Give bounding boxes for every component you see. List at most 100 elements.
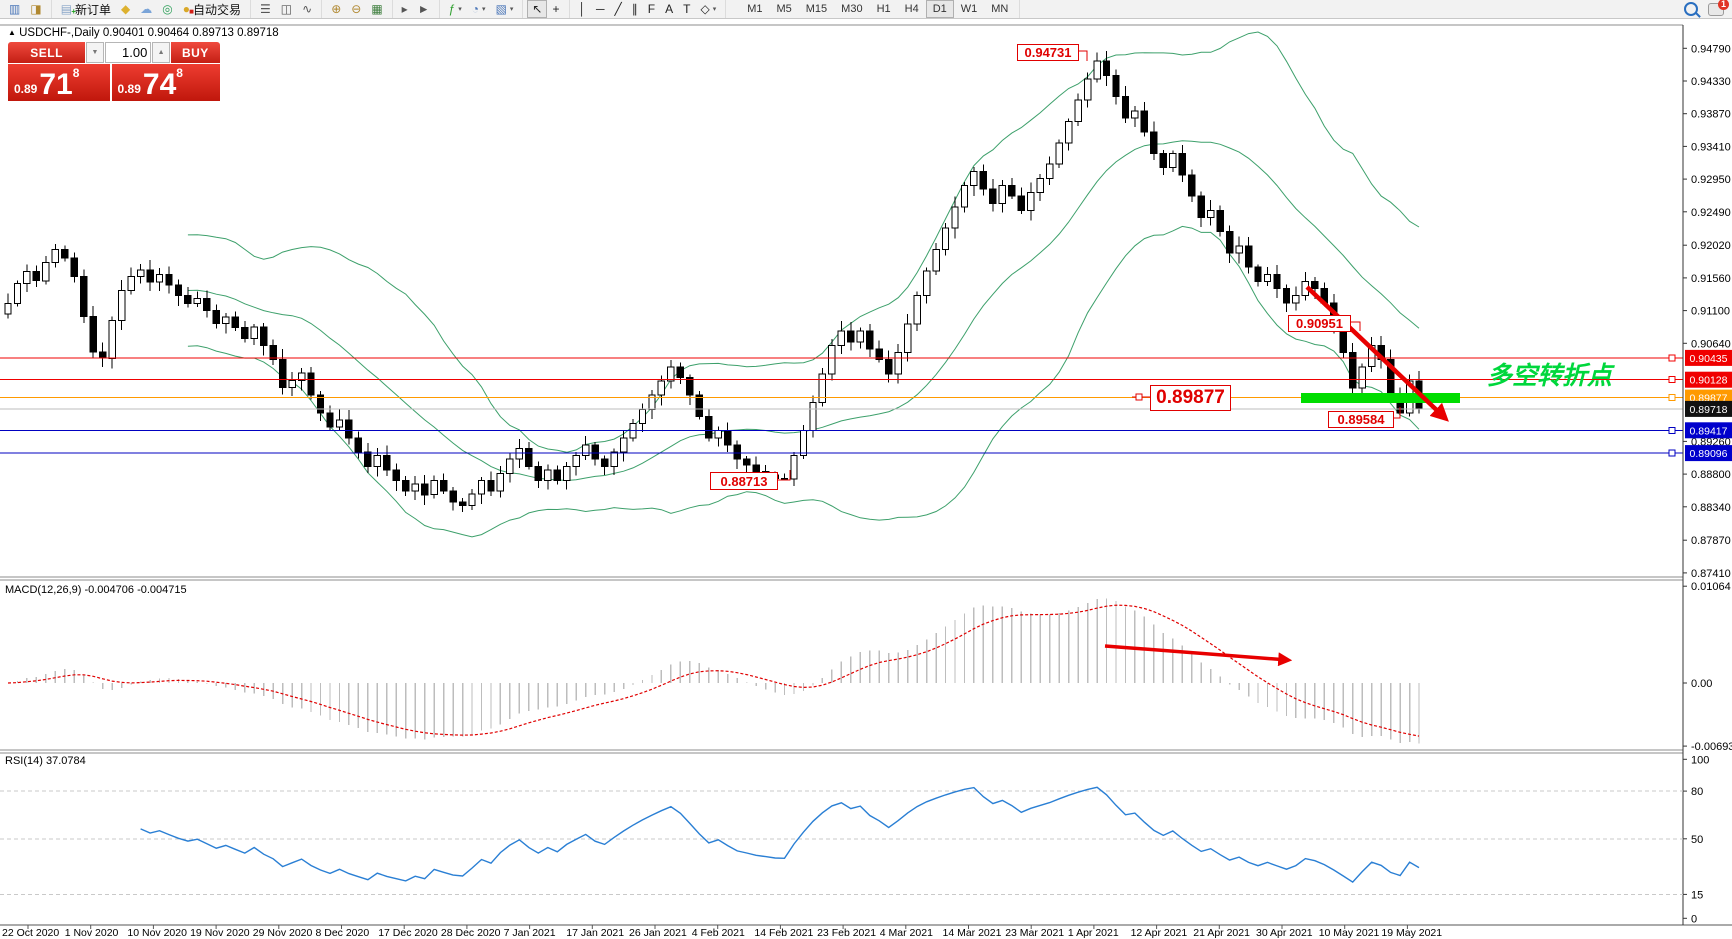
timeframe-m15[interactable]: M15 (805, 3, 828, 15)
auto-scroll-icon[interactable]: ► (417, 2, 430, 16)
svg-text:1 Nov 2020: 1 Nov 2020 (65, 927, 119, 939)
svg-text:15: 15 (1691, 889, 1703, 901)
timeframe-mn[interactable]: MN (991, 3, 1009, 15)
axis-badge-0.90435 (1685, 349, 1732, 366)
svg-text:0.92020: 0.92020 (1691, 240, 1731, 252)
zoom-out-icon[interactable]: ⊖ (351, 2, 362, 16)
volume-increase-button[interactable]: ▲ (152, 42, 170, 63)
trend-arrow-1[interactable] (1305, 285, 1449, 422)
svg-text:10 May 2021: 10 May 2021 (1319, 927, 1380, 939)
macd-indicator-label: MACD(12,26,9) -0.004706 -0.004715 (5, 584, 187, 596)
svg-text:0.87870: 0.87870 (1691, 535, 1731, 547)
chart-preview-icon[interactable]: ◨ (30, 2, 42, 16)
svg-text:28 Dec 2020: 28 Dec 2020 (441, 927, 501, 939)
svg-text:0.88340: 0.88340 (1691, 502, 1731, 514)
sell-price-button[interactable]: 0.89 71 8 (8, 64, 110, 101)
charts-grid-icon[interactable]: ▥ (9, 2, 21, 16)
svg-text:14 Feb 2021: 14 Feb 2021 (754, 927, 813, 939)
price-label-0.88713[interactable]: 0.88713 (710, 472, 778, 490)
add-indicator-icon[interactable]: ƒ ▾ (448, 2, 462, 16)
rsi-line (140, 786, 1420, 884)
timeframe-w1[interactable]: W1 (960, 3, 978, 15)
svg-text:26 Jan 2021: 26 Jan 2021 (629, 927, 687, 939)
svg-text:0.94790: 0.94790 (1691, 43, 1731, 55)
trendline-icon[interactable]: ╱ (614, 2, 622, 16)
svg-text:0.88800: 0.88800 (1691, 469, 1731, 481)
cloud-icon[interactable]: ☁ (140, 2, 153, 16)
svg-text:29 Nov 2020: 29 Nov 2020 (253, 927, 313, 939)
price-label-0.94731[interactable]: 0.94731 (1017, 44, 1079, 61)
autotrading-button[interactable]: ● ■ 自动交易 (182, 2, 242, 17)
timeframe-m30[interactable]: M30 (841, 3, 863, 15)
notification-badge: 1 (1718, 0, 1729, 10)
price-tag-icon[interactable]: ◆ (121, 2, 131, 16)
svg-text:0.91560: 0.91560 (1691, 273, 1731, 285)
vertical-line-icon[interactable]: │ (578, 2, 587, 16)
buy-price-big: 74 (142, 68, 177, 101)
svg-text:19 Nov 2020: 19 Nov 2020 (190, 927, 250, 939)
svg-text:17 Dec 2020: 17 Dec 2020 (378, 927, 438, 939)
text-icon[interactable]: A (665, 2, 674, 16)
line-chart-type-icon[interactable]: ∿ (302, 2, 313, 16)
chart-shift-icon[interactable]: ▸ (401, 2, 408, 16)
rsi-indicator-label: RSI(14) 37.0784 (5, 755, 86, 767)
svg-text:0.89096: 0.89096 (1690, 448, 1728, 460)
notifications-icon[interactable]: 1 (1708, 0, 1729, 16)
one-click-trading-panel: SELL ▼ 1.00 ▲ BUY 0.89 71 8 0.89 74 8 (8, 42, 220, 101)
price-label-0.89877[interactable]: 0.89877 (1150, 385, 1231, 411)
horizontal-line-icon[interactable]: ─ (596, 2, 605, 16)
svg-text:1 Apr 2021: 1 Apr 2021 (1068, 927, 1119, 939)
svg-text:0.90640: 0.90640 (1691, 338, 1731, 350)
signal-icon[interactable]: ◎ (162, 2, 173, 16)
svg-text:0.00: 0.00 (1691, 678, 1712, 690)
axis-badge-0.89718 (1685, 400, 1732, 417)
ohlc-values: 0.90401 0.90464 0.89713 0.89718 (102, 27, 279, 39)
arrows-icon[interactable]: ◇ ▾ (700, 2, 717, 16)
trend-arrow-2[interactable] (1104, 644, 1293, 667)
volume-input[interactable]: 1.00 (104, 42, 152, 63)
turning-point-annotation[interactable]: 多空转折点 (1487, 362, 1613, 390)
tile-windows-icon[interactable]: ▦ (371, 2, 383, 16)
support-highlight-bar[interactable] (1301, 393, 1460, 403)
volume-decrease-button[interactable]: ▼ (86, 42, 104, 63)
rsi-levels (0, 790, 1683, 895)
cursor-icon[interactable]: ↖ (527, 0, 548, 18)
axis-badge-0.89096 (1685, 445, 1732, 462)
svg-text:14 Mar 2021: 14 Mar 2021 (943, 927, 1002, 939)
macd-signal-line (7, 604, 1420, 737)
svg-text:30 Apr 2021: 30 Apr 2021 (1256, 927, 1313, 939)
timeframe-m1[interactable]: M1 (747, 3, 763, 15)
timeframe-m5[interactable]: M5 (776, 3, 792, 15)
channel-icon[interactable]: ∥ (631, 2, 638, 16)
crosshair-icon[interactable]: + (552, 2, 560, 16)
price-label-0.89584[interactable]: 0.89584 (1328, 411, 1394, 428)
svg-text:17 Jan 2021: 17 Jan 2021 (566, 927, 624, 939)
svg-text:0.90435: 0.90435 (1690, 353, 1728, 365)
svg-text:80: 80 (1691, 786, 1703, 798)
fibonacci-icon[interactable]: F (647, 2, 656, 16)
svg-text:0.87410: 0.87410 (1691, 568, 1731, 580)
axis-badge-0.89417 (1685, 422, 1732, 439)
svg-text:7 Jan 2021: 7 Jan 2021 (504, 927, 556, 939)
timeframe-h4[interactable]: H4 (904, 3, 919, 15)
period-clock-icon[interactable]: ◔ ▾ (471, 2, 486, 16)
timeframe-h1[interactable]: H1 (876, 3, 891, 15)
search-icon[interactable] (1684, 2, 1698, 16)
bar-chart-type-icon[interactable]: ☰ (260, 2, 271, 16)
sell-button[interactable]: SELL (8, 42, 86, 63)
zoom-in-icon[interactable]: ⊕ (331, 2, 342, 16)
price-label-0.90951[interactable]: 0.90951 (1288, 315, 1351, 332)
buy-price-button[interactable]: 0.89 74 8 (111, 64, 220, 101)
collapse-icon[interactable]: ▲ (8, 28, 16, 37)
date-axis: 22 Oct 2020 1 Nov 2020 10 Nov 2020 19 Nov 2… (2, 925, 1442, 939)
svg-text:0: 0 (1691, 913, 1697, 925)
template-icon[interactable]: ▧ ▾ (495, 2, 514, 16)
svg-text:0.89417: 0.89417 (1690, 425, 1728, 437)
timeframe-d1[interactable]: D1 (925, 0, 954, 18)
new-order-button[interactable]: ▤ + 新订单 (60, 2, 112, 17)
buy-button[interactable]: BUY (170, 42, 220, 63)
candlestick-chart-type-icon[interactable]: ◫ (280, 2, 293, 16)
sell-price-big: 71 (39, 68, 73, 101)
label-icon[interactable]: T (683, 2, 691, 16)
